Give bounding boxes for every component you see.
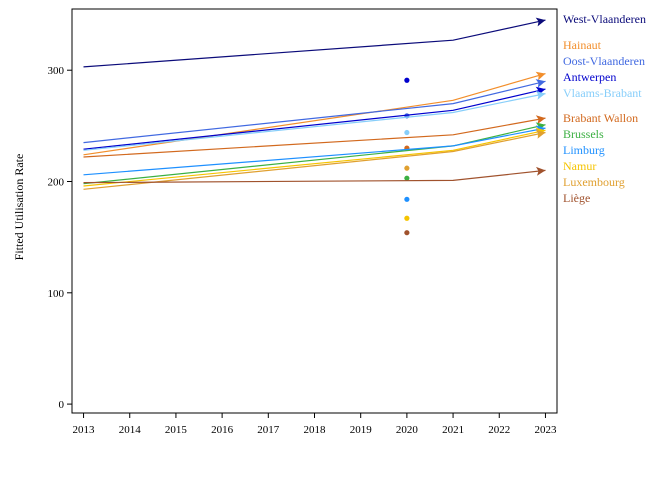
series-arrowhead-2 <box>535 79 546 88</box>
series-point-2020-7 <box>404 196 410 202</box>
legend-label-9: Luxembourg <box>563 175 625 189</box>
series-line-3 <box>83 88 546 150</box>
y-tick-label: 300 <box>48 65 65 77</box>
series-point-2020-6 <box>404 175 410 181</box>
series-line-10 <box>83 169 546 184</box>
y-tick-label: 0 <box>59 399 65 411</box>
series-point-2020-8 <box>404 215 410 221</box>
series-point-2020-3 <box>404 77 410 83</box>
x-tick-label: 2013 <box>73 424 96 436</box>
legend-label-8: Namur <box>563 159 596 173</box>
series-line-8 <box>83 129 546 187</box>
series-line-9 <box>83 131 546 190</box>
series-arrowhead-10 <box>536 166 546 176</box>
x-tick-label: 2023 <box>534 424 557 436</box>
legend-label-4: Vlaams-Brabant <box>563 86 642 100</box>
legend-label-0: West-Vlaanderen <box>563 12 646 26</box>
series-line-7 <box>83 127 546 176</box>
legend-label-6: Brussels <box>563 127 604 141</box>
series-arrowhead-9 <box>535 129 546 139</box>
x-tick-label: 2018 <box>304 424 327 436</box>
legend-label-10: Liège <box>563 191 590 205</box>
legend-label-1: Hainaut <box>563 38 602 52</box>
legend-label-2: Oost-Vlaanderen <box>563 54 645 68</box>
x-tick-label: 2016 <box>211 424 234 436</box>
x-tick-label: 2019 <box>350 424 373 436</box>
axes: 2013 2014 2015 2016 2017 2018 2019 2020 2021 2022… <box>48 8 558 436</box>
x-tick-label: 2014 <box>119 424 142 436</box>
series-line-4 <box>83 93 546 151</box>
y-tick-label: 200 <box>48 177 65 189</box>
plot-area <box>83 17 546 236</box>
series-point-2020-10 <box>404 230 410 236</box>
series-line-5 <box>83 117 546 158</box>
y-axis-title: Fitted Utilisation Rate <box>12 154 26 261</box>
series-line-6 <box>83 124 546 185</box>
x-tick-label: 2021 <box>442 424 464 436</box>
series-arrowhead-4 <box>535 91 546 100</box>
series-arrowhead-1 <box>535 71 546 81</box>
x-tick-label: 2022 <box>488 424 510 436</box>
series-line-0 <box>83 19 546 68</box>
series-point-2020-9 <box>404 165 410 171</box>
series-line-2 <box>83 80 546 144</box>
x-tick-label: 2017 <box>257 424 280 436</box>
x-tick-label: 2015 <box>165 424 188 436</box>
x-tick-label: 2020 <box>396 424 419 436</box>
y-tick-label: 100 <box>48 288 65 300</box>
plot-frame <box>71 8 558 414</box>
legend-label-7: Limburg <box>563 143 605 157</box>
series-arrowhead-0 <box>535 17 546 27</box>
series-point-2020-4 <box>404 129 410 136</box>
series-arrowhead-5 <box>535 115 546 125</box>
legend: West-Vlaanderen Hainaut Oost-Vlaanderen Ant… <box>563 12 646 205</box>
legend-label-3: Antwerpen <box>563 70 616 84</box>
legend-label-5: Brabant Wallon <box>563 111 638 125</box>
